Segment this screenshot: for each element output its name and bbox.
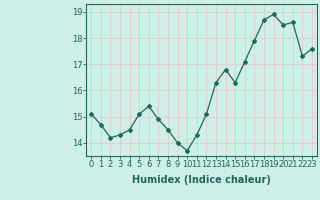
X-axis label: Humidex (Indice chaleur): Humidex (Indice chaleur) xyxy=(132,175,271,185)
